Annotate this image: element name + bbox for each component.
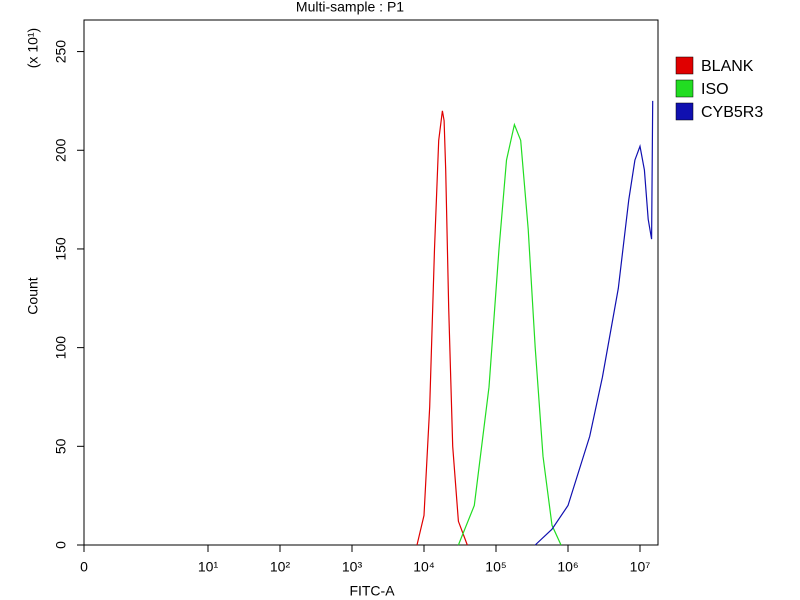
histogram-line: [534, 100, 654, 546]
x-tick-label: 10⁷: [630, 559, 651, 575]
x-tick-label: 10⁶: [557, 559, 578, 575]
y-tick-label: 0: [53, 541, 69, 549]
legend-swatch: [675, 79, 694, 98]
x-tick-label: 10⁴: [413, 559, 435, 575]
y-multiplier: (x 10¹): [25, 28, 41, 68]
chart-title: Multi-sample : P1: [296, 0, 404, 15]
x-tick-label: 10³: [342, 559, 363, 575]
legend-swatch: [675, 56, 694, 75]
x-tick-label: 10¹: [198, 559, 219, 575]
legend-label: BLANK: [701, 58, 754, 75]
y-tick-label: 150: [53, 237, 69, 261]
histogram-line: [416, 110, 468, 546]
y-tick-label: 250: [53, 40, 69, 64]
plot-frame: [83, 19, 659, 546]
legend-label: ISO: [701, 81, 729, 98]
x-tick-label: 10⁵: [485, 559, 506, 575]
y-tick-label: 200: [53, 138, 69, 162]
x-tick-label: 0: [80, 559, 88, 575]
legend-label: CYB5R3: [701, 104, 763, 121]
x-tick-label: 10²: [270, 559, 291, 575]
legend-swatch: [675, 102, 694, 121]
x-axis-label: FITC-A: [349, 583, 395, 599]
histogram-line: [457, 122, 562, 546]
y-axis-label: Count: [25, 277, 41, 314]
y-tick-label: 50: [53, 438, 69, 454]
y-tick-label: 100: [53, 336, 69, 360]
